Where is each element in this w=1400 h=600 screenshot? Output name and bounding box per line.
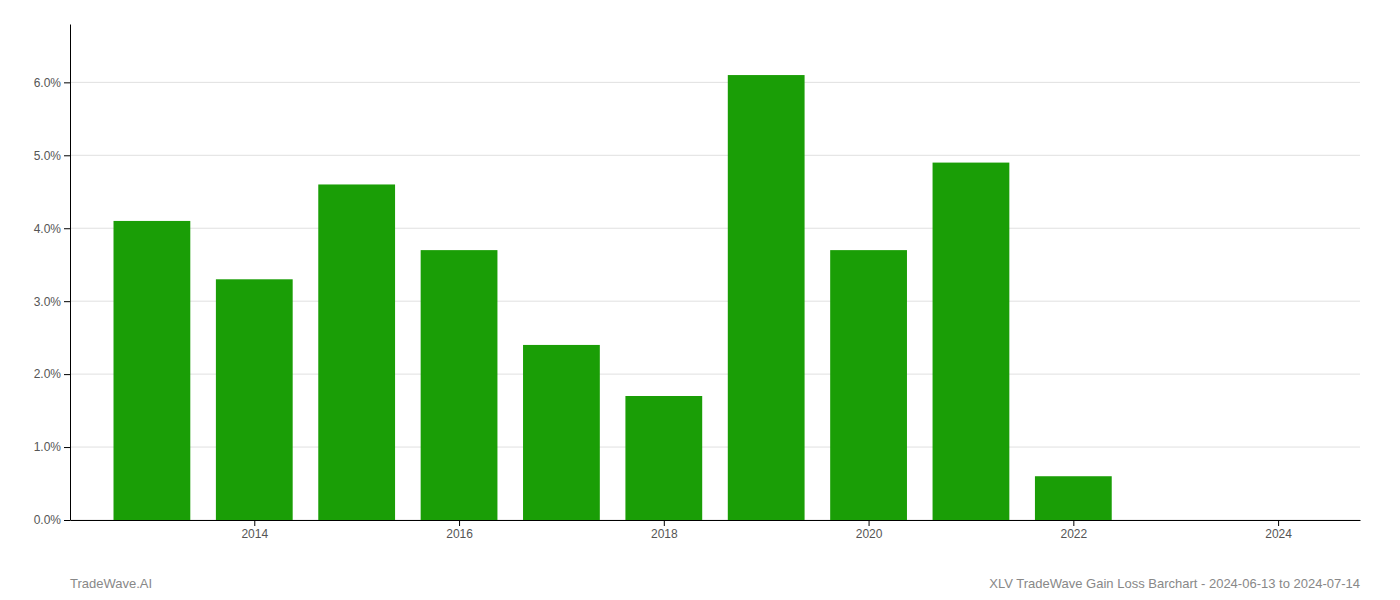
y-tick-mark (64, 228, 70, 229)
x-tick-label: 2020 (856, 527, 883, 541)
grid-line (70, 155, 1360, 156)
footer-text: XLV TradeWave Gain Loss Barchart - 2024-… (989, 576, 1360, 591)
bar (1137, 520, 1214, 521)
footer-text: TradeWave.AI (70, 576, 152, 591)
y-tick: 3.0% (34, 295, 70, 309)
bar (216, 279, 293, 520)
bar (830, 250, 907, 520)
plot: 2014 2016 2018 2020 2022 2024 0.0% 1.0% 2.0% 3.0%… (34, 25, 1361, 541)
x-tick-label: 2022 (1060, 527, 1087, 541)
x-tick-label: 2024 (1265, 527, 1292, 541)
y-tick-mark (64, 374, 70, 375)
bar (523, 345, 600, 520)
y-tick: 5.0% (34, 149, 70, 163)
y-axis: 0.0% 1.0% 2.0% 3.0% 4.0% 5.0% 6.0% (34, 25, 71, 528)
y-tick-mark (64, 155, 70, 156)
y-tick-label: 6.0% (34, 76, 62, 90)
x-tick-mark (1073, 520, 1074, 526)
y-tick-label: 1.0% (34, 440, 62, 454)
y-axis-line (70, 25, 71, 521)
bar (1035, 476, 1112, 520)
y-tick-label: 5.0% (34, 149, 62, 163)
y-tick-mark (64, 520, 70, 521)
bar (933, 163, 1010, 520)
x-tick-label: 2018 (651, 527, 678, 541)
x-tick: 2014 (241, 520, 268, 541)
y-tick-mark (64, 301, 70, 302)
x-axis-line (71, 520, 1361, 521)
x-tick: 2024 (1265, 520, 1292, 541)
x-tick: 2018 (651, 520, 678, 541)
x-tick: 2022 (1060, 520, 1087, 541)
bars (114, 75, 1112, 520)
x-tick-mark (459, 520, 460, 526)
chart: 2014 2016 2018 2020 2022 2024 0.0% 1.0% 2.0% 3.0%… (0, 0, 1400, 600)
x-tick-label: 2016 (446, 527, 473, 541)
bar (318, 184, 395, 520)
y-tick-label: 4.0% (34, 222, 62, 236)
y-tick-mark (64, 82, 70, 83)
y-tick-label: 3.0% (34, 295, 62, 309)
y-tick-mark (64, 447, 70, 448)
bar (421, 250, 498, 520)
x-tick-mark (869, 520, 870, 526)
x-tick-mark (254, 520, 255, 526)
grid-line (70, 82, 1360, 83)
y-tick: 4.0% (34, 222, 70, 236)
y-tick: 0.0% (34, 513, 70, 527)
bar (728, 75, 805, 520)
x-axis: 2014 2016 2018 2020 2022 2024 (71, 520, 1361, 541)
grid (70, 82, 1360, 520)
x-tick-mark (664, 520, 665, 526)
x-tick: 2020 (856, 520, 883, 541)
y-tick: 1.0% (34, 440, 70, 454)
x-tick-label: 2014 (241, 527, 268, 541)
bar (114, 221, 191, 520)
x-tick: 2016 (446, 520, 473, 541)
bar (625, 396, 702, 520)
y-tick: 2.0% (34, 367, 70, 381)
y-tick-label: 0.0% (34, 513, 62, 527)
y-tick-label: 2.0% (34, 367, 62, 381)
y-tick: 6.0% (34, 76, 70, 90)
x-tick-mark (1278, 520, 1279, 526)
grid-line (70, 228, 1360, 229)
